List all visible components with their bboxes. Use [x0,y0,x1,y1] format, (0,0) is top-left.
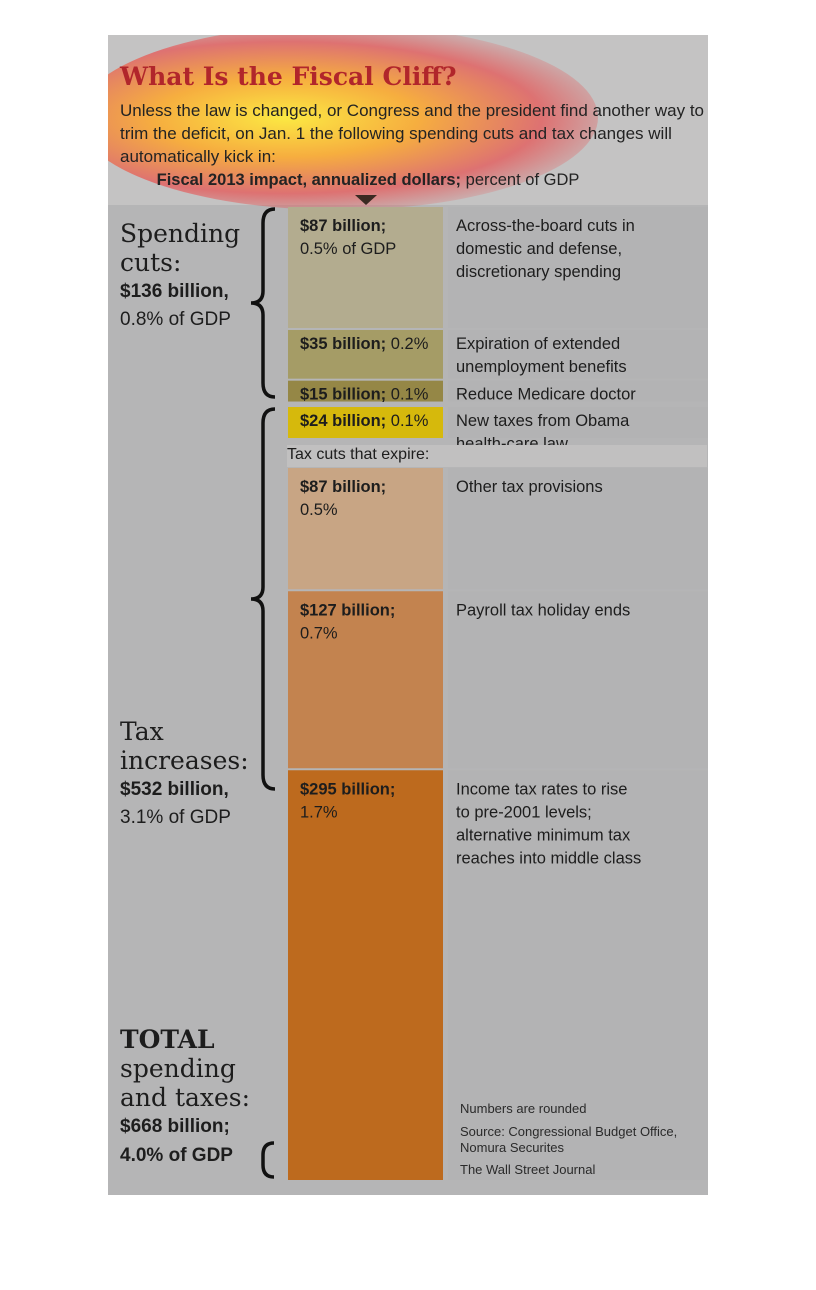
bar-pct-label-6: 0.7% [300,624,338,642]
note-rounded: Numbers are rounded [460,1101,587,1116]
bar-pct-label-5: 0.5% [300,501,338,519]
highlight-glow [108,35,598,210]
description-row-2 [448,330,708,379]
bar-description-2: Expiration of extended unemployment benef… [456,335,627,376]
tax-group-label: Tax increases: $532 billion, 3.1% of GDP [120,717,249,832]
bar-segment-6 [288,591,443,769]
bar-value-label-7: $295 billion; [300,780,395,798]
note-source: Source: Congressional Budget Office, Nom… [460,1124,678,1155]
bar-value-label-1: $87 billion; [300,217,386,235]
bar-value-label-2: $35 billion; 0.2% [300,335,429,353]
bar-segment-4 [288,407,443,438]
section-band [287,445,707,467]
spending-pct: 0.8% of GDP [120,309,231,330]
spending-amount: $136 billion, [120,281,229,302]
tax-label-line1: Tax [120,717,164,746]
bar-description-1: Across-the-board cuts in domestic and def… [456,217,635,281]
down-arrow-icon [355,195,377,205]
impact-subtitle: Fiscal 2013 impact, annualized dollars; … [108,171,628,190]
description-row-5 [448,468,708,590]
brace-tax-increases [250,407,276,791]
bar-value-label-6: $127 billion; [300,601,395,619]
impact-rest: percent of GDP [461,171,580,189]
total-label-line2: spending [120,1054,236,1083]
spending-label-line2: cuts: [120,248,182,277]
impact-bold: Fiscal 2013 impact, annualized dollars; [156,171,462,189]
bar-segment-1 [288,207,443,328]
note-credit: The Wall Street Journal [460,1162,596,1177]
page-title: What Is the Fiscal Cliff? [120,62,457,91]
bar-pct-label-1: 0.5% of GDP [300,240,396,258]
bar-description-7: Income tax rates to rise to pre-2001 leve… [456,780,641,867]
fiscal-cliff-infographic: What Is the Fiscal Cliff? Unless the law… [108,35,708,1195]
tax-label-line2: increases: [120,746,249,775]
tax-pct: 3.1% of GDP [120,807,231,828]
total-label-line3: and taxes: [120,1083,251,1112]
section-label-tax-cuts-expire: Tax cuts that expire: [287,446,430,463]
stacked-bar-chart: $87 billion; 0.5% of GDP Across-the-board … [250,207,708,1180]
tax-amount: $532 billion, [120,779,229,800]
spending-group-label: Spending cuts: $136 billion, 0.8% of GDP [120,219,240,334]
description-row-1 [448,207,708,328]
bar-value-label-3: $15 billion; 0.1% [300,386,429,404]
footnotes: Numbers are rounded Source: Congressiona… [460,1101,700,1177]
bar-segment-2 [288,330,443,379]
bar-segment-5 [288,468,443,590]
bar-segment-7 [288,770,443,1180]
description-row-3 [448,380,708,402]
total-amount: $668 billion; [120,1116,230,1137]
bar-description-5: Other tax provisions [456,478,603,496]
description-row-7 [448,770,708,1180]
description-row-6 [448,591,708,769]
total-label-line1: TOTAL [120,1025,215,1054]
brace-spending-cuts [250,207,276,399]
total-group-label: TOTAL spending and taxes: $668 billion; … [120,1025,250,1170]
bar-description-6: Payroll tax holiday ends [456,601,630,619]
description-row-4 [448,407,708,438]
total-pct: 4.0% of GDP [120,1145,233,1166]
bar-value-label-4: $24 billion; 0.1% [300,412,429,430]
bar-segment-3 [288,380,443,402]
bracket-total [261,1141,275,1179]
bar-pct-label-7: 1.7% [300,803,338,821]
bar-value-label-5: $87 billion; [300,478,386,496]
intro-text: Unless the law is changed, or Congress a… [120,101,705,166]
spending-label-line1: Spending [120,219,241,248]
